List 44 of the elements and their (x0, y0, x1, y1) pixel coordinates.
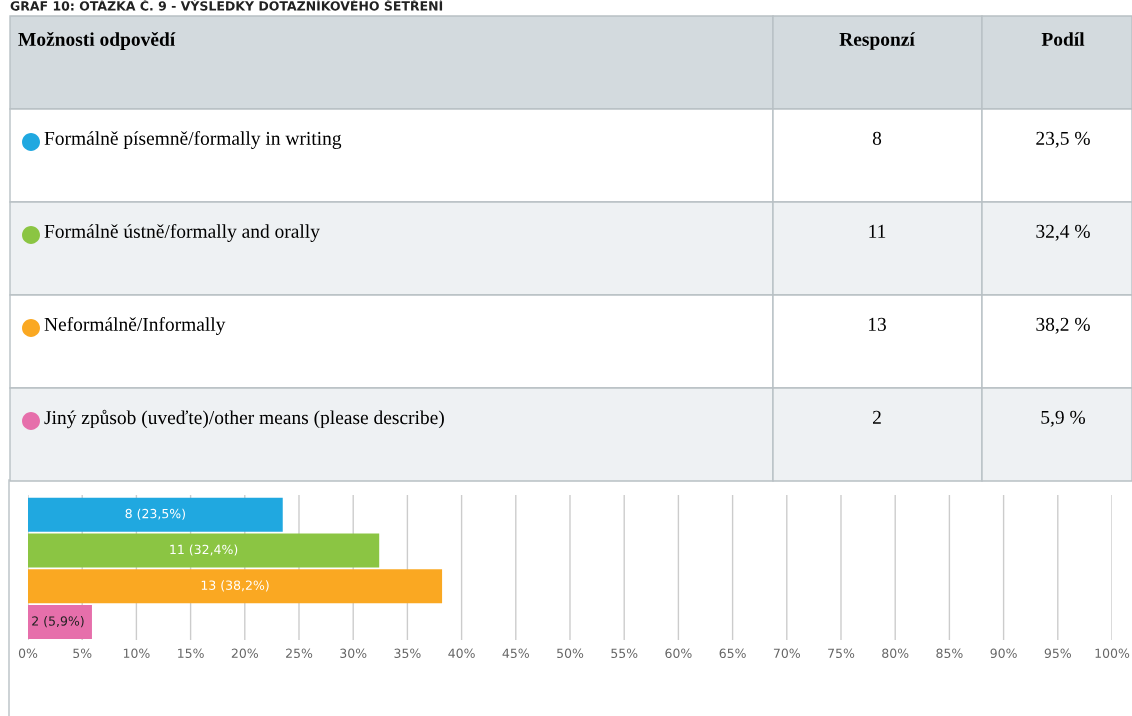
x-tick-label: 45% (502, 648, 529, 659)
text: Responzí (839, 32, 916, 50)
text: Jiný způsob (uveďte)/other means (please describe) (44, 409, 444, 429)
bar (28, 497, 283, 532)
x-tick-label: 70% (773, 648, 800, 659)
x-tick-label: 55% (611, 648, 638, 659)
x-tick-label: 90% (990, 648, 1017, 659)
x-tick-label: 60% (665, 648, 692, 659)
x-tick-label: 20% (231, 648, 258, 659)
text: Neformálně/Informally (44, 317, 226, 335)
x-tick-label: 10% (123, 648, 150, 659)
text: 32,4 % (1036, 224, 1090, 241)
x-tick-label: 65% (719, 648, 746, 659)
text: 8 (872, 131, 882, 145)
bar (28, 569, 443, 604)
x-tick-label: 5% (73, 648, 92, 659)
text: 2 (872, 410, 881, 424)
bar (28, 533, 380, 568)
text: Formálně ústně/formally and orally (44, 224, 320, 242)
x-tick-label: 15% (178, 648, 204, 659)
text: 13 (868, 317, 886, 331)
x-tick-label: 25% (286, 648, 313, 659)
x-tick-label: 80% (882, 648, 909, 659)
x-tick-label: 75% (828, 648, 855, 659)
text: Podíl (1041, 32, 1085, 46)
x-tick-label: 40% (448, 648, 475, 659)
text: 23,5 % (1036, 131, 1090, 148)
data-label: 11 (32,4%) (170, 544, 238, 556)
x-tick-label: 30% (340, 648, 367, 659)
text: 11 (869, 224, 886, 238)
x-tick-label: 100% (1095, 648, 1130, 659)
text: 38,2 % (1036, 317, 1090, 334)
x-tick-label: 0% (18, 648, 38, 659)
text: Možnosti odpovědí (18, 32, 176, 50)
text: 5,9 % (1041, 410, 1086, 427)
x-tick-label: 50% (557, 648, 584, 659)
x-tick-label: 35% (394, 648, 421, 659)
text: Formálně písemně/formally in writing (44, 131, 342, 149)
x-tick-label: 95% (1044, 648, 1071, 659)
x-tick-label: 85% (936, 648, 963, 659)
bar (28, 605, 92, 640)
data-label: 2 (5,9%) (32, 616, 84, 628)
data-label: 8 (23,5%) (125, 508, 185, 520)
data-label: 13 (38,2%) (201, 580, 269, 592)
